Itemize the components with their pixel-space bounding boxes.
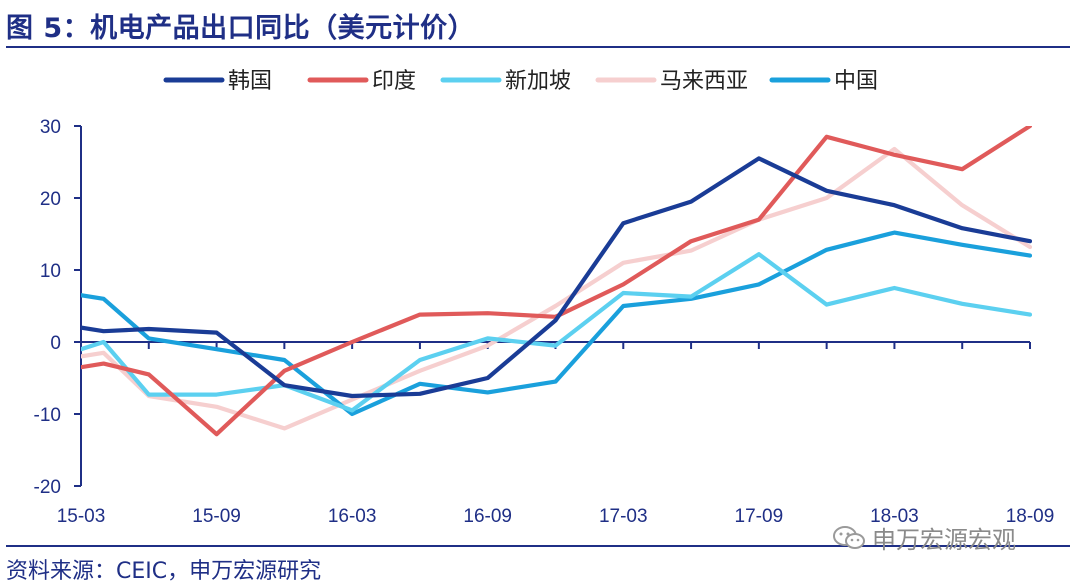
x-tick-label: 16-03 <box>328 506 377 527</box>
watermark: 申万宏源宏观 <box>832 520 1016 555</box>
line-chart: 韩国 印度 新加坡 马来西亚 中国 -20 -10 0 10 20 30 15-03 15-09 16-… <box>34 69 1055 527</box>
y-tick-label: 10 <box>40 261 61 282</box>
x-tick-label: 17-03 <box>599 506 648 527</box>
series-line-4 <box>81 146 1032 431</box>
series-lines <box>81 126 1032 437</box>
x-tick-label: 17-09 <box>735 506 784 527</box>
legend: 韩国 印度 新加坡 马来西亚 中国 <box>163 69 878 94</box>
legend-label: 印度 <box>372 69 416 94</box>
x-tick-label: 16-09 <box>463 506 512 527</box>
y-tick-label: 0 <box>50 333 61 354</box>
figure-title: 图 5：机电产品出口同比（美元计价） <box>6 13 476 44</box>
x-tick-label: 18-09 <box>1006 506 1055 527</box>
series-line-5 <box>81 230 1032 417</box>
footer-rule <box>6 545 1070 547</box>
y-tick-label: -20 <box>34 477 61 498</box>
legend-label: 马来西亚 <box>660 69 748 94</box>
y-tick-label: 20 <box>40 189 61 210</box>
x-tick-label: 15-09 <box>192 506 241 527</box>
legend-label: 新加坡 <box>505 69 571 94</box>
y-tick-label: -10 <box>34 405 61 426</box>
source-note: 资料来源：CEIC，申万宏源研究 <box>6 559 322 584</box>
title-rule <box>6 46 1070 48</box>
series-line-1 <box>81 156 1032 399</box>
series-line-2 <box>81 126 1032 437</box>
axes: -20 -10 0 10 20 30 15-03 15-09 16-03 16-09 17-03 17… <box>34 117 1055 527</box>
wechat-icon <box>833 525 865 549</box>
x-tick-label: 15-03 <box>57 506 106 527</box>
watermark-text: 申万宏源宏观 <box>872 526 1016 554</box>
legend-label: 韩国 <box>228 69 272 94</box>
series-line-3 <box>81 252 1032 413</box>
legend-label: 中国 <box>834 69 878 94</box>
y-tick-label: 30 <box>40 117 61 138</box>
x-tick-label: 18-03 <box>870 506 919 527</box>
